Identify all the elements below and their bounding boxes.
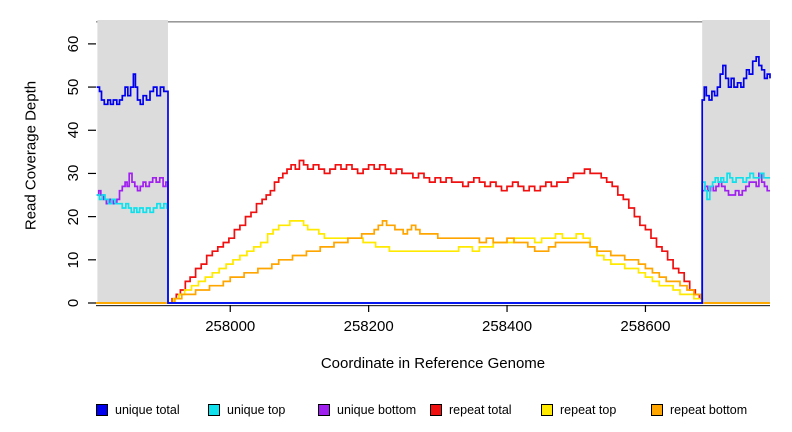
unique-region-left xyxy=(97,20,168,304)
legend-label: repeat top xyxy=(560,403,617,417)
y-tick xyxy=(88,216,96,218)
x-tick xyxy=(644,305,647,312)
y-tick xyxy=(88,86,96,88)
x-axis-title: Coordinate in Reference Genome xyxy=(320,355,546,372)
y-tick-label: 20 xyxy=(64,208,82,225)
legend-item-repeat-bottom: repeat bottom xyxy=(651,402,747,418)
y-tick xyxy=(88,172,96,175)
series-line-repeat-top xyxy=(96,220,770,304)
series-line-unique-total xyxy=(96,55,771,304)
y-tick xyxy=(88,259,96,261)
series-line-repeat-bottom xyxy=(96,220,770,304)
x-tick-label: 258000 xyxy=(205,318,256,335)
legend-label: repeat bottom xyxy=(670,403,748,417)
legend-swatch-icon xyxy=(318,404,330,416)
series-line-unique-bottom xyxy=(96,172,770,304)
legend-item-unique-total: unique total xyxy=(96,402,180,418)
legend-item-repeat-total: repeat total xyxy=(430,402,512,418)
y-tick-label: 10 xyxy=(64,251,82,269)
legend-swatch-icon xyxy=(651,404,663,416)
y-tick-label: 40 xyxy=(64,121,82,139)
legend-item-repeat-top: repeat top xyxy=(541,402,616,418)
unique-region-right xyxy=(702,20,770,304)
x-tick-label: 258600 xyxy=(620,318,671,335)
x-tick xyxy=(506,305,508,312)
legend-swatch-icon xyxy=(430,404,442,416)
legend-swatch-icon xyxy=(208,404,220,416)
legend-label: unique total xyxy=(115,403,180,417)
legend-label: repeat total xyxy=(449,403,512,417)
series-line-repeat-total xyxy=(96,159,770,304)
y-tick xyxy=(88,43,96,45)
legend-swatch-icon xyxy=(541,404,553,416)
y-tick-label: 60 xyxy=(64,35,82,53)
x-tick-label: 258400 xyxy=(482,318,533,335)
y-axis-title: Read Coverage Depth xyxy=(22,80,40,231)
legend-item-unique-top: unique top xyxy=(208,402,285,418)
legend-label: unique top xyxy=(227,403,286,417)
legend-swatch-icon xyxy=(96,404,108,416)
legend-label: unique bottom xyxy=(337,403,417,417)
y-tick-label: 30 xyxy=(64,165,82,182)
legend-item-unique-bottom: unique bottom xyxy=(318,402,416,418)
plot-top-border xyxy=(96,21,770,23)
y-tick-label: 50 xyxy=(64,78,82,96)
y-tick xyxy=(88,129,96,131)
x-tick xyxy=(229,305,231,312)
x-tick-label: 258200 xyxy=(343,318,394,335)
x-tick xyxy=(368,305,370,312)
y-tick-label: 0 xyxy=(64,298,82,308)
y-tick xyxy=(88,302,96,304)
x-axis-line xyxy=(96,305,770,307)
